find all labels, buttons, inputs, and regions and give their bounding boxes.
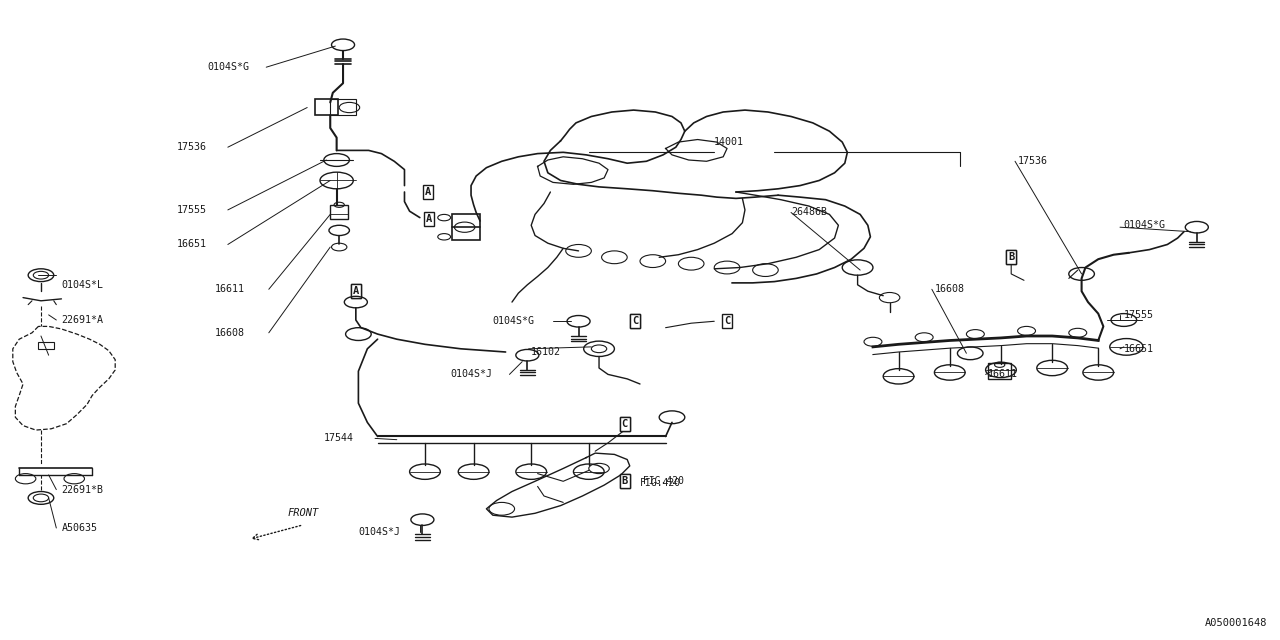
Text: 0104S*G: 0104S*G bbox=[493, 316, 535, 326]
Text: 17536: 17536 bbox=[1018, 156, 1047, 166]
Text: A50635: A50635 bbox=[61, 523, 97, 533]
Text: C: C bbox=[622, 419, 627, 429]
Bar bbox=[315, 99, 338, 115]
Text: B: B bbox=[1009, 252, 1014, 262]
Bar bbox=[452, 214, 480, 240]
Text: 16651: 16651 bbox=[177, 239, 206, 250]
Text: FIG.420: FIG.420 bbox=[637, 476, 685, 486]
Text: 17544: 17544 bbox=[324, 433, 353, 444]
Text: A: A bbox=[426, 214, 431, 224]
Text: 14001: 14001 bbox=[714, 137, 744, 147]
Text: A050001648: A050001648 bbox=[1204, 618, 1267, 628]
Text: C: C bbox=[632, 316, 637, 326]
Text: 16102: 16102 bbox=[531, 347, 561, 357]
Text: 17555: 17555 bbox=[1124, 310, 1153, 320]
Text: 0104S*G: 0104S*G bbox=[207, 62, 250, 72]
Text: B: B bbox=[622, 476, 627, 486]
Text: 17536: 17536 bbox=[177, 142, 206, 152]
Bar bbox=[330, 99, 356, 115]
Text: 26486B: 26486B bbox=[791, 207, 827, 218]
Text: 22691*B: 22691*B bbox=[61, 484, 104, 495]
Text: FIG.420: FIG.420 bbox=[640, 478, 681, 488]
Text: A: A bbox=[425, 187, 430, 197]
Bar bbox=[330, 205, 348, 219]
Text: 22691*A: 22691*A bbox=[61, 315, 104, 325]
Text: FRONT: FRONT bbox=[288, 508, 319, 518]
Text: B: B bbox=[622, 476, 627, 486]
Text: 17555: 17555 bbox=[177, 205, 206, 215]
Text: C: C bbox=[622, 419, 627, 429]
Text: 0104S*J: 0104S*J bbox=[451, 369, 493, 380]
Bar bbox=[988, 363, 1011, 379]
Bar bbox=[38, 342, 54, 349]
Text: 0104S*G: 0104S*G bbox=[1124, 220, 1166, 230]
Text: 16608: 16608 bbox=[934, 284, 964, 294]
Text: A: A bbox=[353, 286, 358, 296]
Text: 16611: 16611 bbox=[215, 284, 244, 294]
Text: 0104S*J: 0104S*J bbox=[358, 527, 401, 538]
Text: A: A bbox=[353, 286, 358, 296]
Text: 16651: 16651 bbox=[1124, 344, 1153, 354]
Text: 16611: 16611 bbox=[988, 369, 1018, 380]
Text: 16608: 16608 bbox=[215, 328, 244, 338]
Text: B: B bbox=[1009, 252, 1014, 262]
Text: 0104S*L: 0104S*L bbox=[61, 280, 104, 290]
Text: C: C bbox=[632, 316, 637, 326]
Text: C: C bbox=[724, 316, 730, 326]
